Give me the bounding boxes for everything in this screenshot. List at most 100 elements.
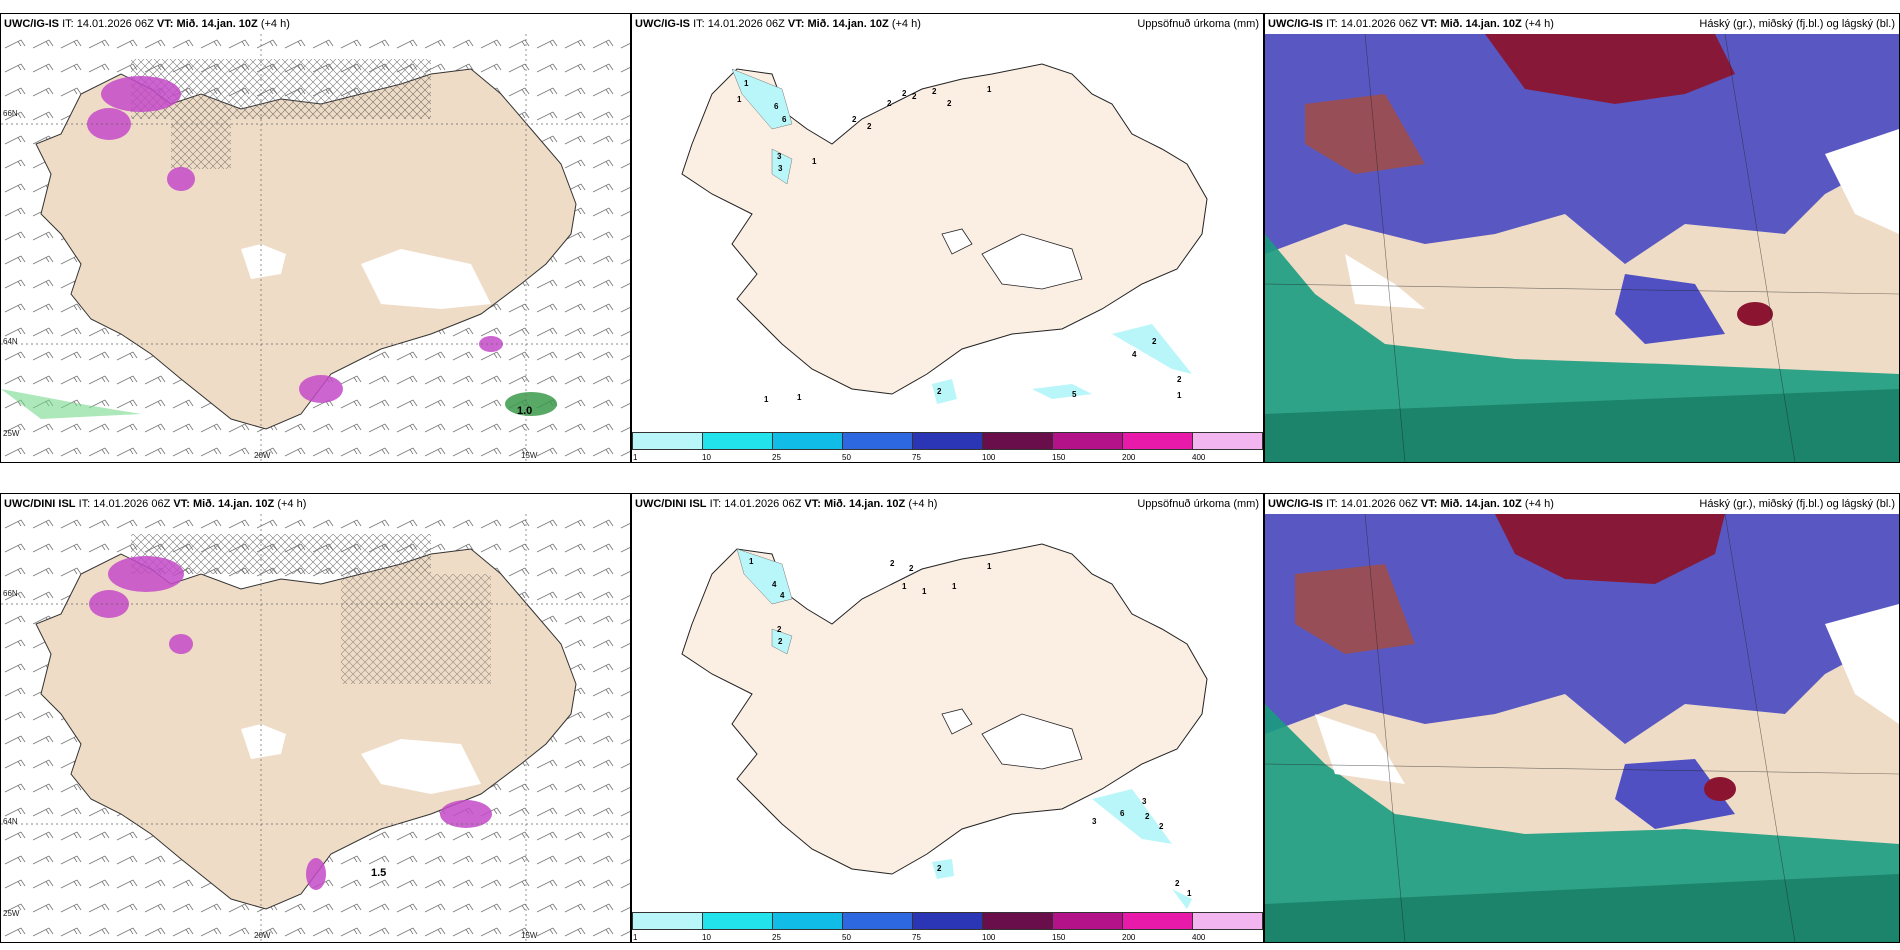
precip-label: 1: [987, 85, 992, 94]
precip-label: 6: [1120, 809, 1125, 818]
lon-label: 20W: [254, 931, 271, 940]
legend-cell: [1193, 913, 1262, 929]
precip-label: 3: [778, 164, 783, 173]
precip-labels: 1 6 6 1 3 3 1 2 2 2 2 2 2 2 1 2 4 2 1 2: [737, 79, 1182, 404]
precip-legend: [632, 912, 1263, 930]
precip-label: 2: [932, 87, 937, 96]
legend-cell: [703, 433, 773, 449]
precip-label: 1: [1187, 889, 1192, 898]
legend-cell: [633, 913, 703, 929]
lat-label: 66N: [3, 109, 18, 118]
legend-tick: 400: [1192, 933, 1206, 942]
panel-clouds-row1: UWC/IG-IS IT: 14.01.2026 06Z VT: Mið. 14…: [1264, 13, 1900, 463]
wind-map[interactable]: 1.5: [1, 514, 630, 942]
legend-cell: [1053, 913, 1123, 929]
lon-label: 25W: [3, 909, 20, 918]
legend-cell: [983, 913, 1053, 929]
precip-label: 2: [890, 559, 895, 568]
legend-cell: [843, 913, 913, 929]
precip-shade: [101, 76, 181, 112]
precip-value: 1.0: [517, 405, 532, 417]
precip-legend: [632, 432, 1263, 450]
legend-tick: 50: [842, 933, 851, 942]
precip-label: 1: [764, 395, 769, 404]
precip-label: 2: [1175, 879, 1180, 888]
panel-title: UWC/DINI ISL IT: 14.01.2026 06Z VT: Mið.…: [632, 494, 1263, 514]
precip-label: 2: [1159, 822, 1164, 831]
precip-label: 1: [749, 557, 754, 566]
legend-cell: [913, 433, 983, 449]
precip-label: 2: [909, 564, 914, 573]
lat-label: 64N: [3, 817, 18, 826]
precip-label: 5: [1072, 390, 1077, 399]
legend-tick: 75: [912, 933, 921, 942]
legend-tick: 150: [1052, 453, 1066, 462]
precip-label: 1: [744, 79, 749, 88]
legend-cell: [1123, 433, 1193, 449]
legend-cell: [913, 913, 983, 929]
panel-clouds-row2: UWC/IG-IS IT: 14.01.2026 06Z VT: Mið. 14…: [1264, 493, 1900, 943]
legend-tick: 200: [1122, 453, 1136, 462]
lon-label: 25W: [3, 429, 20, 438]
legend-tick: 1: [633, 453, 638, 462]
precip-map[interactable]: 1 6 6 1 3 3 1 2 2 2 2 2 2 2 1 2 4 2 1 2: [632, 34, 1263, 462]
cloud-title: Háský (gr.), miðský (fj.bl.) og lágský (…: [1699, 14, 1895, 34]
precip-label: 2: [777, 625, 782, 634]
precip-label: 2: [902, 89, 907, 98]
wind-map[interactable]: 1.0: [1, 34, 630, 462]
precip-label: 1: [922, 587, 927, 596]
legend-tick: 10: [702, 453, 711, 462]
lat-label: 66N: [3, 589, 18, 598]
precip-title: Uppsöfnuð úrkoma (mm): [1137, 494, 1259, 514]
panel-wind-precip-row2: UWC/DINI ISL IT: 14.01.2026 06Z VT: Mið.…: [0, 493, 631, 943]
legend-cell: [843, 433, 913, 449]
legend-cell: [1053, 433, 1123, 449]
precip-label: 3: [1142, 797, 1147, 806]
precip-label: 2: [778, 637, 783, 646]
legend-tick: 100: [982, 453, 996, 462]
legend-cell: [1193, 433, 1262, 449]
precip-label: 1: [902, 582, 907, 591]
legend-tick: 1: [633, 933, 638, 942]
precip-label: 3: [777, 152, 782, 161]
legend-tick: 200: [1122, 933, 1136, 942]
legend-tick: 25: [772, 453, 781, 462]
legend-tick: 400: [1192, 453, 1206, 462]
precip-label: 2: [912, 92, 917, 101]
precip-label: 1: [987, 562, 992, 571]
lon-label: 15W: [521, 931, 538, 940]
panel-title: UWC/IG-IS IT: 14.01.2026 06Z VT: Mið. 14…: [632, 14, 1263, 34]
cloud-map[interactable]: [1265, 34, 1899, 462]
legend-cell: [1123, 913, 1193, 929]
legend-tick: 25: [772, 933, 781, 942]
lon-label: 15W: [521, 451, 538, 460]
panel-title: UWC/DINI ISL IT: 14.01.2026 06Z VT: Mið.…: [1, 494, 630, 514]
precip-label: 2: [1152, 337, 1157, 346]
cloud-map[interactable]: [1265, 514, 1899, 942]
precip-label: 1: [737, 95, 742, 104]
precip-value: 1.5: [371, 867, 386, 879]
precip-label: 4: [772, 580, 777, 589]
precip-label: 1: [1177, 391, 1182, 400]
panel-wind-precip-row1: UWC/IG-IS IT: 14.01.2026 06Z VT: Mið. 14…: [0, 13, 631, 463]
panel-precip-row1: UWC/IG-IS IT: 14.01.2026 06Z VT: Mið. 14…: [631, 13, 1264, 463]
precip-label: 1: [952, 582, 957, 591]
precip-label: 2: [947, 99, 952, 108]
precip-title: Uppsöfnuð úrkoma (mm): [1137, 14, 1259, 34]
precip-map[interactable]: 1 4 4 2 2 2 2 1 1 1 1 3 6 2 3 2 2 1 2: [632, 514, 1263, 942]
precip-label: 2: [1177, 375, 1182, 384]
precip-label: 1: [797, 393, 802, 402]
legend-tick: 50: [842, 453, 851, 462]
iceland-land: [681, 543, 1208, 875]
legend-cell: [633, 433, 703, 449]
precip-label: 2: [867, 122, 872, 131]
legend-tick: 100: [982, 933, 996, 942]
precip-label: 6: [774, 102, 779, 111]
lat-label: 64N: [3, 337, 18, 346]
legend-cell: [773, 433, 843, 449]
panel-title: UWC/IG-IS IT: 14.01.2026 06Z VT: Mið. 14…: [1, 14, 630, 34]
iceland-land: [681, 63, 1208, 395]
precip-label: 4: [780, 591, 785, 600]
legend-cell: [773, 913, 843, 929]
precip-label: 4: [1132, 350, 1137, 359]
